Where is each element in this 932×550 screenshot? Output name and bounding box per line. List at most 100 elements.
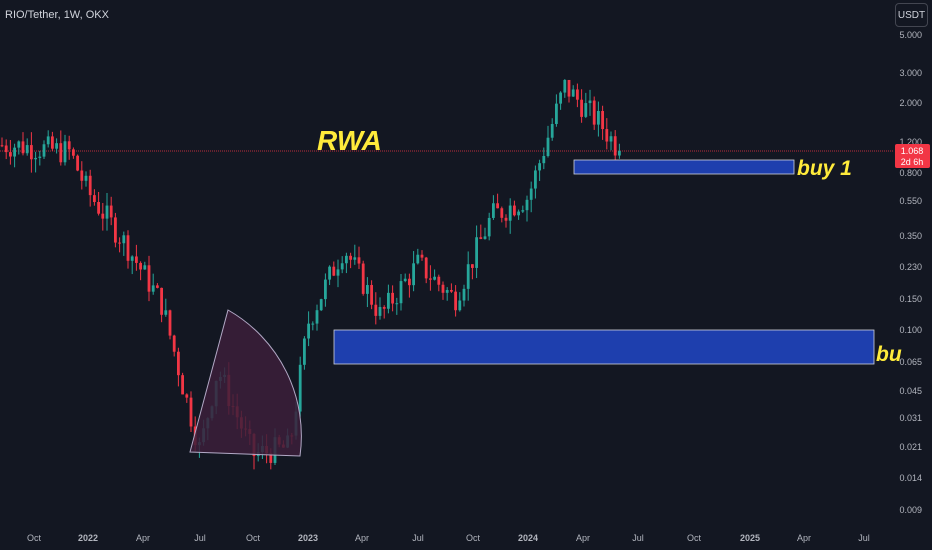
candle-body [471, 264, 474, 268]
candle-body [521, 210, 525, 212]
candle-body [408, 278, 411, 286]
price-axis[interactable]: 5.000 3.000 2.000 1.200 0.800 0.550 0.350 0.230… [899, 30, 922, 515]
candle-body [336, 269, 340, 276]
candle-body [93, 195, 96, 202]
candle-body [378, 307, 382, 316]
candle-body [21, 141, 25, 154]
candle-body [0, 145, 4, 147]
candle-body [576, 89, 579, 100]
candle-body [72, 149, 75, 156]
time-tick-label: 2024 [518, 533, 538, 543]
candle-body [429, 278, 432, 280]
candle-body [353, 257, 357, 260]
candle-body [601, 110, 604, 130]
price-tick-label: 0.009 [899, 505, 922, 515]
candle-body [97, 201, 100, 214]
time-tick-label: 2022 [78, 533, 98, 543]
candle-body [156, 285, 159, 288]
time-tick-label: Oct [246, 533, 261, 543]
candle-body [63, 141, 67, 163]
candle-body [88, 175, 92, 196]
time-tick-label: Apr [136, 533, 150, 543]
candle-body [76, 155, 79, 171]
candles [0, 79, 621, 470]
candle-body [391, 292, 394, 304]
time-tick-label: Oct [687, 533, 702, 543]
time-tick-label: Jul [412, 533, 424, 543]
candle-body [605, 129, 609, 142]
candle-body [340, 263, 344, 270]
candle-body [30, 145, 33, 160]
candle-body [395, 303, 399, 305]
price-tick-label: 0.045 [899, 386, 922, 396]
time-tick-label: 2023 [298, 533, 318, 543]
candle-body [332, 266, 336, 276]
candle-body [59, 143, 63, 163]
candle-body [500, 208, 504, 218]
currency-button[interactable]: USDT [895, 3, 928, 27]
candle-body [366, 285, 369, 294]
candle-body [38, 156, 42, 158]
buy1-label[interactable]: buy 1 [797, 157, 852, 180]
price-tick-label: 0.021 [899, 442, 922, 452]
candle-body [412, 263, 415, 286]
candle-body [135, 256, 138, 263]
candle-body [101, 213, 105, 219]
time-tick-label: Oct [27, 533, 42, 543]
candle-body [189, 397, 193, 427]
candle-body [168, 310, 172, 336]
price-tick-label: 3.000 [899, 68, 922, 78]
candle-body [441, 284, 445, 293]
candle-body [534, 170, 537, 189]
buy2-label[interactable]: bu [876, 343, 902, 366]
candle-body [513, 205, 516, 216]
time-axis[interactable]: Oct 2022 Apr Jul Oct 2023 Apr Jul Oct 2024 Apr Jul O… [27, 533, 870, 543]
symbol-title[interactable]: RIO/Tether, 1W, OKX [5, 9, 109, 21]
rwa-label[interactable]: RWA [317, 125, 382, 156]
candle-body [130, 256, 134, 261]
candle-body [525, 199, 529, 211]
candle-body [126, 235, 130, 261]
candle-body [9, 152, 12, 157]
time-tick-label: Apr [355, 533, 369, 543]
candle-body [437, 276, 441, 285]
candle-body [483, 236, 487, 239]
candle-body [319, 299, 323, 311]
price-tick-label: 0.230 [899, 262, 922, 272]
price-tick-label: 2.000 [899, 98, 922, 108]
current-price-tag [895, 144, 930, 168]
candle-body [567, 79, 571, 97]
candle-body [563, 79, 567, 93]
time-tick-label: 2025 [740, 533, 760, 543]
candle-body [433, 276, 436, 280]
candle-body [445, 290, 449, 293]
price-tick-label: 0.100 [899, 325, 922, 335]
current-price-countdown: 2d 6h [901, 157, 924, 167]
candle-body [151, 285, 155, 292]
candle-body [147, 265, 151, 292]
time-tick-label: Jul [194, 533, 206, 543]
candle-body [84, 175, 88, 181]
candle-body [538, 163, 541, 171]
price-tick-label: 0.150 [899, 294, 922, 304]
candle-body [420, 254, 424, 258]
candle-body [424, 257, 428, 279]
arc-drawing[interactable] [189, 309, 302, 457]
buy-zone-1[interactable] [573, 159, 795, 175]
time-tick-label: Jul [632, 533, 644, 543]
candle-body [42, 144, 46, 157]
candle-body [613, 136, 617, 156]
price-tick-label: 5.000 [899, 30, 922, 40]
price-tick-label: 1.200 [899, 137, 922, 147]
candle-body [105, 205, 109, 219]
candle-body [546, 137, 550, 156]
candle-body [517, 211, 520, 216]
candle-body [51, 136, 54, 149]
candle-body [122, 235, 126, 244]
candle-body [55, 143, 58, 149]
candle-body [185, 394, 189, 398]
buy-zone-2[interactable] [333, 329, 875, 365]
candle-body [508, 205, 512, 221]
candle-body [466, 264, 470, 289]
